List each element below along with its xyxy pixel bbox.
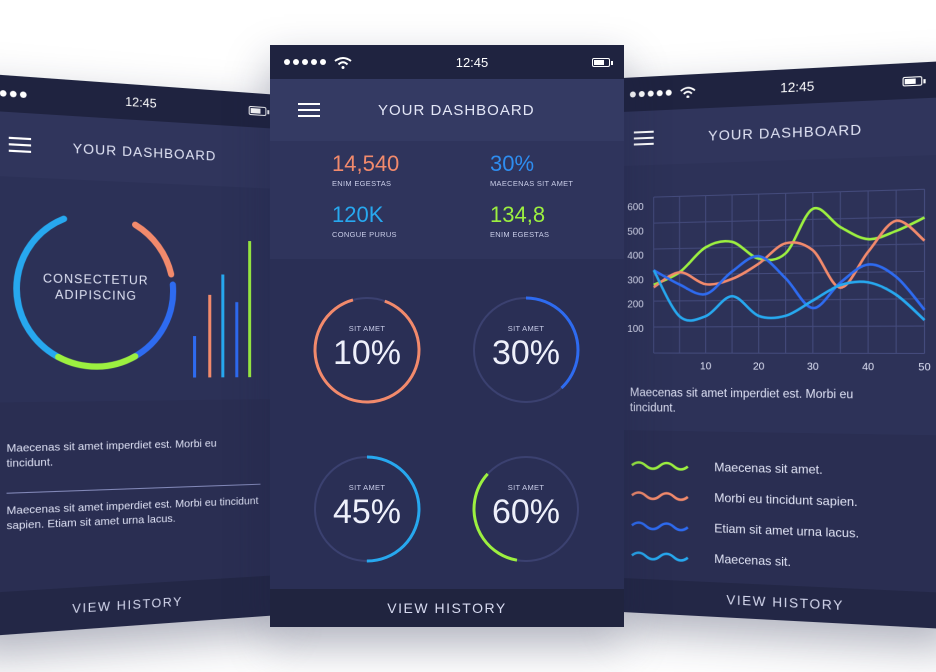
stat-item: 134,8 ENIM EGESTAS [490,202,549,239]
ring-label-line-1: CONSECTETUR [31,272,160,290]
legend-label: Maecenas sit. [714,552,791,570]
x-tick-label: 10 [700,361,712,372]
gauge: SIT AMET 10% [307,290,427,410]
gauge-label: SIT AMET [307,483,427,492]
chart-panel: 100 200 300 400 500 600 10 20 30 40 50 Maecenas si… [622,154,936,435]
series-line [654,220,925,290]
ring-panel: CONSECTETUR ADIPISCING [0,174,280,402]
battery-icon [249,105,267,115]
stat-value: 14,540 [332,151,399,177]
x-tick-label: 40 [862,362,875,374]
stat-label: ENIM EGESTAS [332,179,399,188]
app-header: YOUR DASHBOARD [270,79,624,141]
legend-wave-icon [630,548,694,565]
stat-label: CONGUE PURUS [332,230,397,239]
y-tick-label: 200 [627,299,644,310]
center-phone: 12:45 YOUR DASHBOARD 14,540 ENIM EGESTAS 3… [270,45,624,627]
line-chart: 100 200 300 400 500 600 10 20 30 40 50 [622,154,936,388]
gauge-label: SIT AMET [466,324,586,333]
signal-icon [0,89,27,99]
legend-label: Morbi eu tincidunt sapien. [714,491,857,510]
y-tick-label: 600 [627,202,644,214]
y-tick-label: 400 [627,251,644,262]
menu-icon[interactable] [9,137,31,153]
header-title: YOUR DASHBOARD [73,140,217,163]
legend-label: Etiam sit amet urna lacus. [714,521,859,541]
grid-line [654,326,925,327]
gauge-label: SIT AMET [307,324,427,333]
series-line [654,253,925,311]
status-time: 12:45 [456,55,489,70]
gauge-value: 45% [307,493,427,532]
grid-line [654,271,925,275]
battery-icon [592,58,610,67]
right-phone: 12:45 YOUR DASHBOARD 100 200 300 400 500 600 1… [622,60,936,629]
stat-item: 14,540 ENIM EGESTAS [332,151,399,188]
left-phone: 12:45 YOUR DASHBOARD CONSECTETUR ADIPISC… [0,72,280,638]
stat-item: 120K CONGUE PURUS [332,202,397,239]
menu-icon[interactable] [634,131,654,146]
gauge: SIT AMET 45% [307,449,427,569]
gauge-value: 10% [307,334,427,373]
header-title: YOUR DASHBOARD [378,102,535,119]
signal-icon [630,90,672,98]
menu-icon[interactable] [298,103,320,117]
header-title: YOUR DASHBOARD [708,121,862,144]
chart-description: Maecenas sit amet imperdiet est. Morbi e… [630,386,868,419]
battery-icon [902,76,922,86]
y-tick-label: 100 [627,324,644,335]
legend-wave-icon [630,458,694,474]
status-time: 12:45 [125,94,156,111]
stats-panel: 14,540 ENIM EGESTAS 30% MAECENAS SIT AMET 12… [270,141,624,259]
x-tick-label: 20 [753,361,765,372]
gauge-value: 30% [466,334,586,373]
ring-label-line-2: ADIPISCING [31,288,160,306]
grid-line [654,217,925,223]
status-bar: 12:45 [270,45,624,79]
chart-legend: Maecenas sit amet. Morbi eu tincidunt sap… [630,450,936,584]
view-history-button[interactable]: VIEW HISTORY [270,589,624,627]
stat-item: 30% MAECENAS SIT AMET [490,151,573,188]
legend-label: Maecenas sit amet. [714,460,822,477]
stat-value: 134,8 [490,202,549,228]
gauge: SIT AMET 60% [466,449,586,569]
wifi-icon [334,56,352,69]
gauge: SIT AMET 30% [466,290,586,410]
divider [7,484,261,494]
x-tick-label: 30 [807,362,819,374]
grid-line [654,299,925,301]
wifi-icon [680,85,696,98]
legend-wave-icon [630,518,694,534]
x-tick-label: 50 [918,362,931,374]
gauge-value: 60% [466,493,586,532]
legend-wave-icon [630,488,694,504]
y-tick-label: 500 [627,226,644,237]
gauges-panel: SIT AMET 10% SIT AMET 30% SIT AMET 45% SIT AME… [270,259,624,589]
stat-label: ENIM EGESTAS [490,230,549,239]
view-history-button[interactable]: VIEW HISTORY [0,575,280,638]
view-history-button[interactable]: VIEW HISTORY [622,578,936,630]
signal-icon [284,59,326,65]
stat-label: MAECENAS SIT AMET [490,179,573,188]
grid-line [654,189,925,197]
y-tick-label: 300 [627,275,644,286]
stat-value: 120K [332,202,397,228]
left-text-2: Maecenas sit amet imperdiet est. Morbi e… [7,494,261,534]
status-time: 12:45 [780,78,814,95]
left-text-1: Maecenas sit amet imperdiet est. Morbi e… [7,435,261,471]
stat-value: 30% [490,151,573,177]
gauge-label: SIT AMET [466,483,586,492]
